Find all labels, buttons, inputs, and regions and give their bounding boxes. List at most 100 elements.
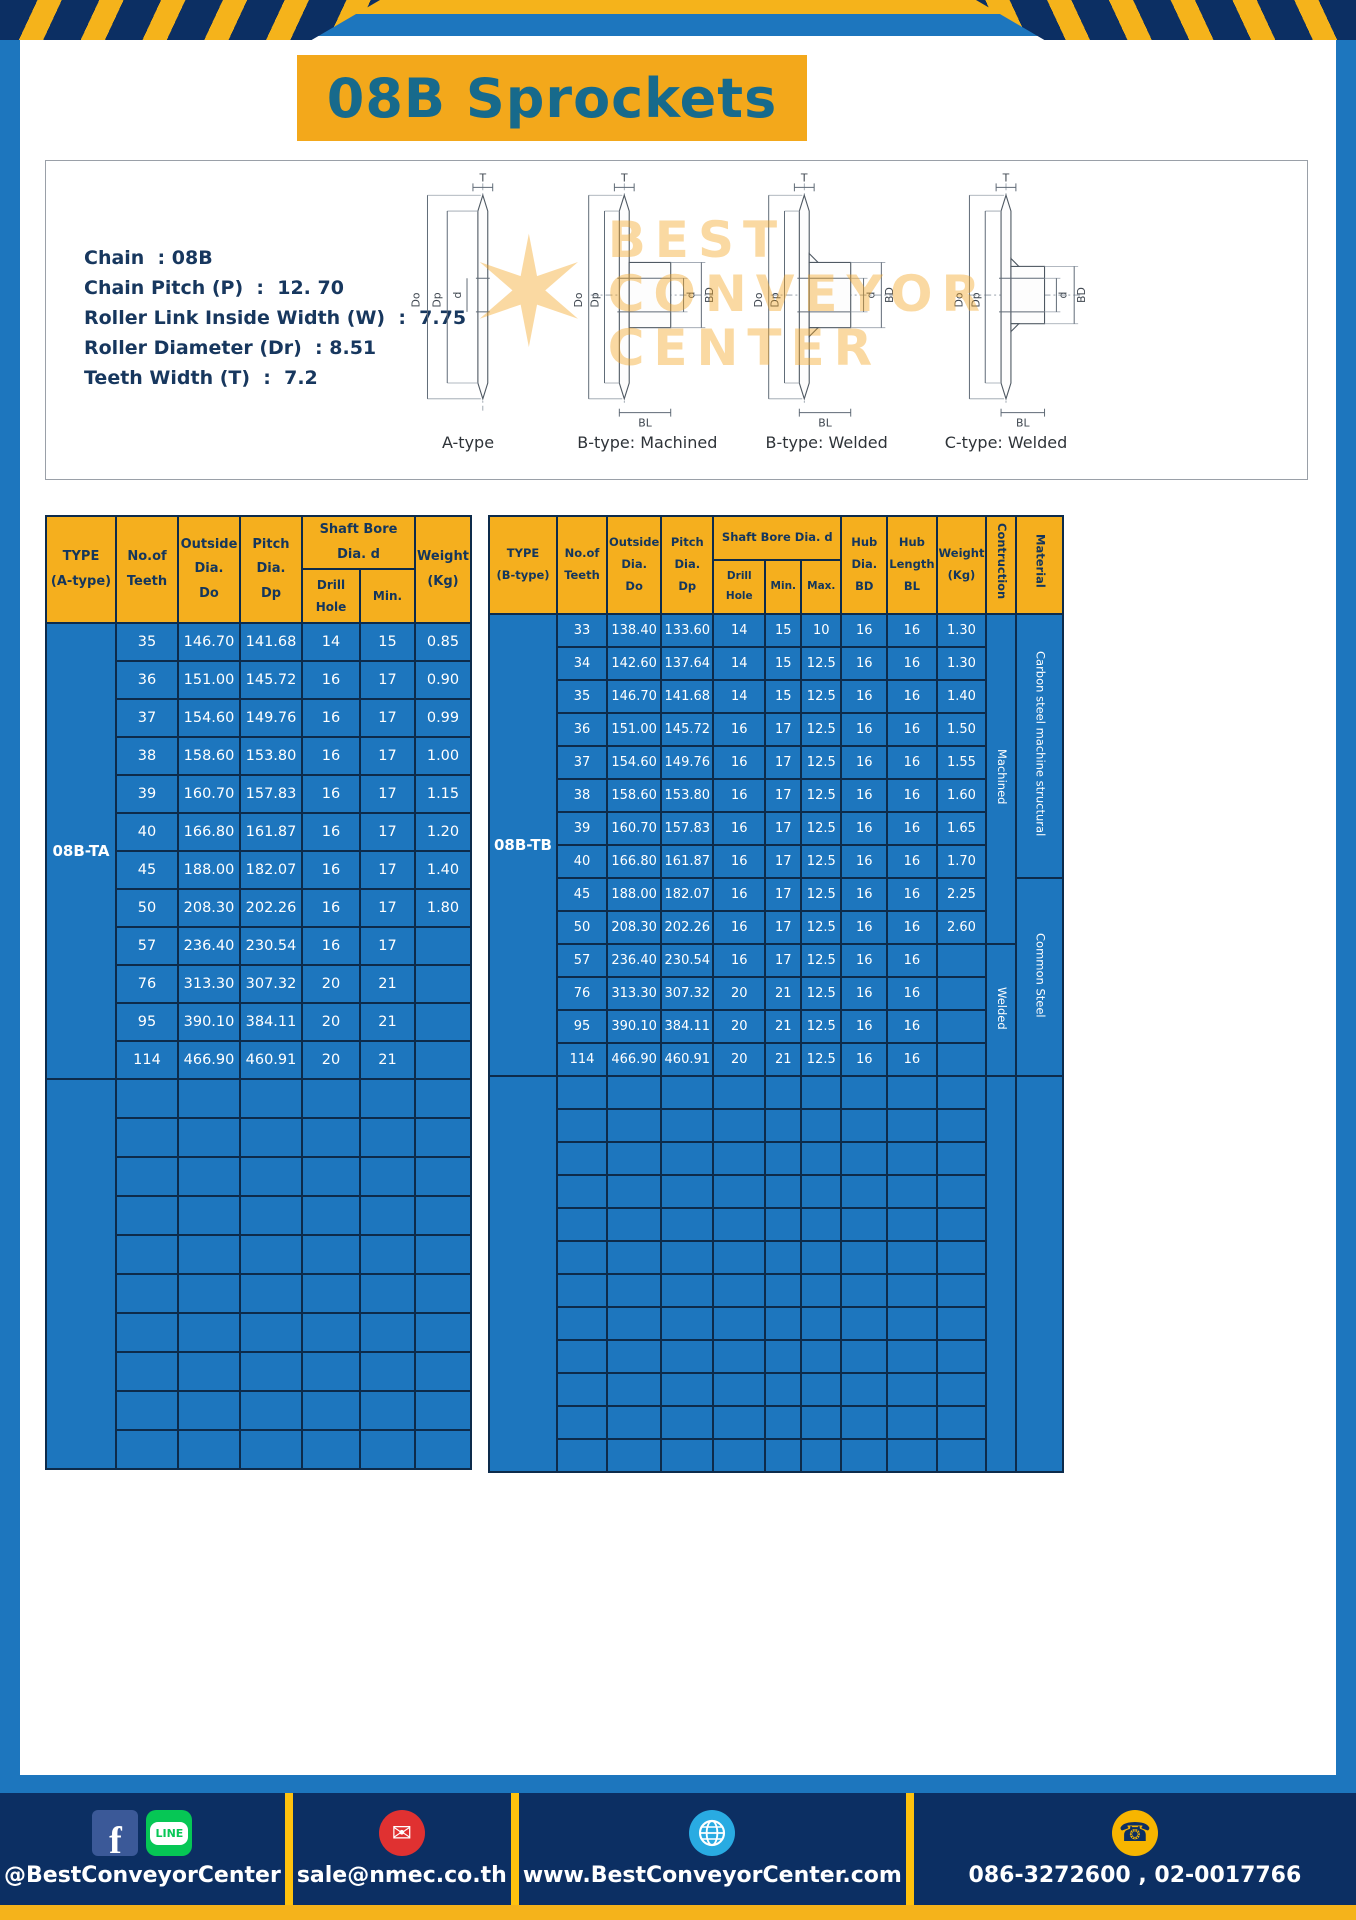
table-cell: 34: [556, 646, 608, 681]
table-cell: 39: [556, 811, 608, 846]
material-cell: Common Steel: [1015, 877, 1065, 1077]
table-cell: 1.55: [935, 745, 988, 780]
table-cell: [115, 1195, 179, 1237]
table-row: 57 236.40 230.54 16 17 12.5 16 16 Welded: [489, 943, 1063, 1077]
table-cell: [301, 1156, 361, 1198]
table-cell: 14: [712, 646, 767, 681]
table-cell: 20: [712, 976, 767, 1011]
table-cell: 12.5: [800, 778, 843, 813]
table-cell: [556, 1405, 608, 1440]
type-cell: 08B-TA: [45, 622, 117, 1081]
table-row: 40 166.80 161.87 16 17 1.20: [46, 812, 472, 853]
table-cell: 137.64: [660, 646, 715, 681]
table-cell: [840, 1240, 889, 1275]
col-header-min: Min.: [359, 568, 416, 625]
table-cell: [115, 1429, 179, 1471]
svg-text:BD: BD: [704, 287, 717, 303]
table-cell: 142.60: [605, 646, 663, 681]
table-cell: [886, 1306, 938, 1341]
table-cell: 16: [712, 778, 767, 813]
empty-row: [46, 1429, 472, 1471]
table-cell: 466.90: [605, 1042, 663, 1077]
svg-text:Do: Do: [410, 292, 423, 307]
table-cell: [414, 1078, 472, 1120]
table-cell: [605, 1174, 663, 1209]
table-cell: 10: [800, 613, 843, 648]
col-header-construction: Contruction: [985, 515, 1018, 615]
table-cell: [886, 1174, 938, 1209]
table-cell: [177, 1078, 241, 1120]
table-cell: 20: [712, 1009, 767, 1044]
table-cell: 17: [764, 712, 803, 747]
table-cell: 21: [764, 1009, 803, 1044]
table-cell: 161.87: [239, 812, 303, 853]
table-cell: [177, 1390, 241, 1432]
table-cell: [712, 1273, 767, 1308]
table-cell: [800, 1075, 843, 1110]
empty-row: [46, 1117, 472, 1159]
table-cell: [886, 1372, 938, 1407]
table-cell: 16: [886, 976, 938, 1011]
table-cell: 313.30: [177, 964, 241, 1005]
table-cell: 16: [840, 1042, 889, 1077]
page-title: 08B Sprockets: [326, 66, 778, 130]
table-cell: [764, 1207, 803, 1242]
table-cell: 141.68: [660, 679, 715, 714]
table-cell: 16: [840, 778, 889, 813]
table-cell: 16: [840, 877, 889, 912]
footer-bar: f LINE @BestConveyorCenter ✉ sale@nmec.c…: [0, 1793, 1356, 1905]
col-header-weight: Weight (Kg): [414, 514, 472, 625]
svg-text:Dp: Dp: [768, 292, 781, 307]
table-cell: 160.70: [605, 811, 663, 846]
table-cell: [239, 1156, 303, 1198]
table-cell: [660, 1339, 715, 1374]
b-type-table-wrap: TYPE (B-type) No.of Teeth Outside Dia. D…: [488, 515, 1065, 1473]
table-cell: 1.40: [935, 679, 988, 714]
table-cell: 45: [556, 877, 608, 912]
spec-line-teeth-width: Teeth Width (T) : 7.2: [84, 367, 318, 389]
table-cell: [935, 1207, 988, 1242]
table-cell: 16: [840, 613, 889, 648]
col-header-max: Max.: [800, 559, 843, 615]
table-cell: [764, 1339, 803, 1374]
table-cell: 21: [359, 1040, 416, 1081]
table-cell: [660, 1207, 715, 1242]
table-row: 57 236.40 230.54 16 17: [46, 926, 472, 967]
table-row: 114 466.90 460.91 20 21 12.5 16 16: [489, 1042, 1063, 1077]
table-cell: 154.60: [177, 698, 241, 739]
table-cell: [764, 1075, 803, 1110]
table-cell: 36: [115, 660, 179, 701]
table-cell: [301, 1078, 361, 1120]
table-cell: [414, 1429, 472, 1471]
table-cell: 16: [886, 613, 938, 648]
table-cell: 16: [712, 943, 767, 978]
table-cell: 17: [764, 778, 803, 813]
table-cell: [660, 1372, 715, 1407]
line-icon: LINE: [146, 1810, 193, 1856]
table-cell: [935, 1339, 988, 1374]
table-cell: [712, 1141, 767, 1176]
table-row: 39 160.70 157.83 16 17 12.5 16 16 1.65: [489, 811, 1063, 846]
table-cell: [414, 1040, 472, 1081]
table-cell: 50: [556, 910, 608, 945]
table-cell: 33: [556, 613, 608, 648]
table-row: 38 158.60 153.80 16 17 1.00: [46, 736, 472, 777]
col-header-teeth: No.of Teeth: [556, 515, 608, 615]
table-cell: [840, 1174, 889, 1209]
table-cell: [359, 1312, 416, 1354]
table-cell: [414, 1312, 472, 1354]
table-cell: [605, 1306, 663, 1341]
table-cell: 157.83: [239, 774, 303, 815]
table-cell: 188.00: [177, 850, 241, 891]
table-cell: [414, 1195, 472, 1237]
table-cell: [764, 1438, 803, 1473]
table-cell: [660, 1075, 715, 1110]
table-cell: 39: [115, 774, 179, 815]
table-cell: 1.60: [935, 778, 988, 813]
table-cell: [800, 1141, 843, 1176]
table-cell: 14: [712, 679, 767, 714]
svg-text:T: T: [479, 171, 487, 184]
table-row: 35 146.70 141.68 14 15 12.5 16 16 1.40: [489, 679, 1063, 714]
table-cell: [935, 1141, 988, 1176]
table-cell: 158.60: [605, 778, 663, 813]
